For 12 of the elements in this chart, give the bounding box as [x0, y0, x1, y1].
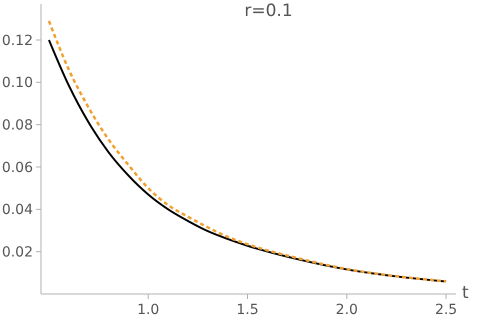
y-tick-label: 0.06 [2, 160, 34, 176]
x-tick-label: 1.5 [236, 302, 259, 318]
x-axis-title: t [462, 283, 469, 303]
chart-title: r=0.1 [244, 1, 293, 21]
x-tick-label: 2.0 [336, 302, 358, 318]
x-tick-label: 1.0 [137, 302, 160, 318]
y-tick-label: 0.02 [2, 244, 33, 261]
x-tick-label: 2.5 [434, 302, 458, 318]
y-tick-label: 0.12 [2, 32, 33, 49]
y-tick-label: 0.04 [2, 202, 34, 218]
y-tick-label: 0.08 [2, 118, 33, 134]
y-tick-label: 0.10 [2, 75, 33, 92]
